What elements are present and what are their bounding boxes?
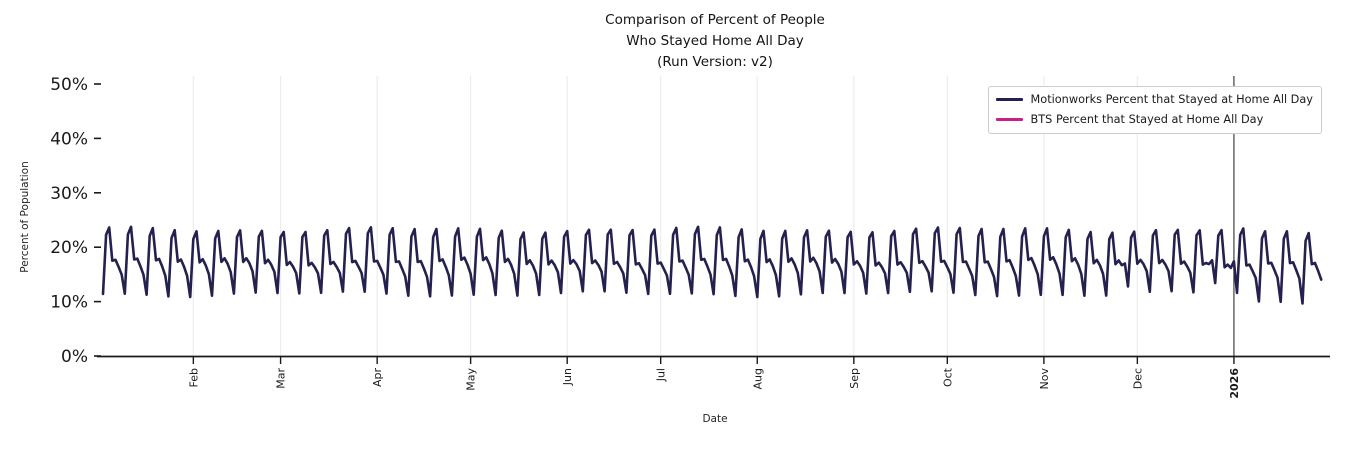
chart-title-line1: Comparison of Percent of People: [605, 12, 825, 28]
chart-title-line3: (Run Version: v2): [657, 54, 773, 70]
x-tick-label: Sep: [848, 368, 861, 389]
motionworks-series-line: [101, 225, 1323, 305]
x-tick-label: 2026: [1228, 368, 1241, 399]
legend-item-motionworks: Motionworks Percent that Stayed at Home …: [995, 91, 1313, 108]
y-tick-label: 10%: [50, 293, 88, 313]
x-axis-label: Date: [702, 413, 728, 425]
y-axis-label: Percent of Population: [19, 161, 31, 273]
x-tick-label: Dec: [1131, 368, 1144, 389]
chart-title: Comparison of Percent of People Who Stay…: [390, 10, 1040, 73]
legend-item-bts: BTS Percent that Stayed at Home All Day: [995, 111, 1313, 128]
x-tick-label: Aug: [751, 368, 764, 389]
y-tick-label: 0%: [61, 347, 88, 367]
x-tick-label: May: [465, 368, 478, 391]
y-tick-label: 40%: [50, 129, 88, 149]
legend-label-motionworks: Motionworks Percent that Stayed at Home …: [1030, 93, 1313, 106]
x-tick-label: Nov: [1038, 368, 1051, 390]
x-tick-label: Jul: [655, 368, 668, 382]
x-tick-label: Oct: [941, 367, 954, 387]
y-tick-label: 50%: [50, 75, 88, 95]
legend-label-bts: BTS Percent that Stayed at Home All Day: [1030, 113, 1264, 126]
x-tick-label: Apr: [371, 368, 384, 388]
bts-line-swatch-icon: [995, 117, 1023, 122]
x-tick-label: Mar: [275, 368, 288, 389]
x-tick-label: Feb: [187, 368, 200, 387]
motionworks-line-swatch-icon: [995, 97, 1023, 102]
y-tick-label: 20%: [50, 238, 88, 258]
legend: Motionworks Percent that Stayed at Home …: [987, 86, 1322, 134]
y-tick-label: 30%: [50, 184, 88, 204]
x-tick-label: Jun: [561, 368, 574, 386]
chart-title-line2: Who Stayed Home All Day: [626, 33, 804, 49]
